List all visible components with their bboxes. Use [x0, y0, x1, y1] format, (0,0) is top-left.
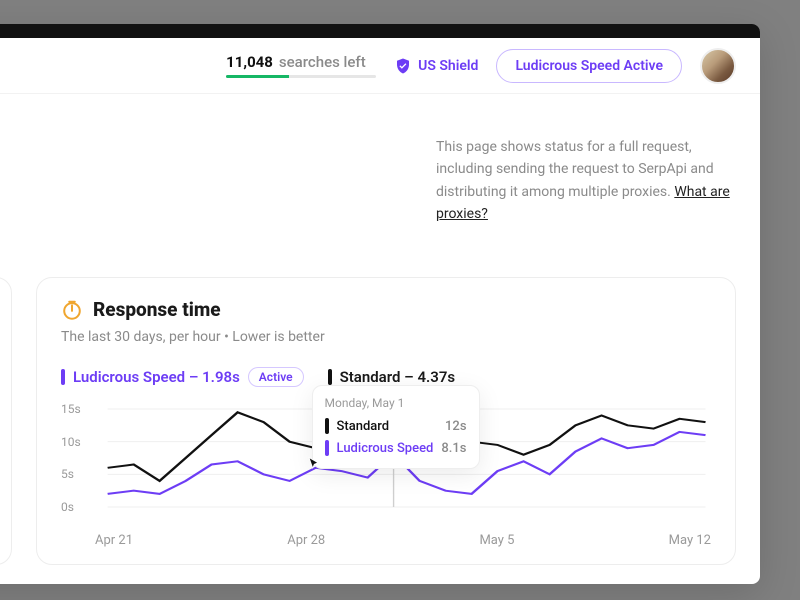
active-badge: Active [248, 367, 304, 387]
chart-tooltip: Monday, May 1 Standard12s Ludicrous Speed… [312, 385, 480, 469]
chart-y-tick: 0s [61, 500, 74, 514]
legend-mark-ludicrous [61, 369, 65, 385]
response-time-title: Response time [93, 298, 221, 321]
response-time-card: Response time The last 30 days, per hour… [36, 277, 736, 565]
chart-x-labels: Apr 21 Apr 28 May 5 May 12 [61, 533, 711, 548]
uptime-card: Operational 99.983%99.766% [0, 277, 12, 565]
page-description: This page shows status for a full reques… [436, 136, 736, 226]
tooltip-date: Monday, May 1 [325, 396, 467, 410]
chart-y-tick: 10s [61, 435, 81, 449]
searches-count: 11,048 [226, 53, 273, 71]
chart-x-tick: May 12 [669, 533, 711, 548]
legend-standard[interactable]: Standard – 4.37s [328, 368, 456, 386]
legend-mark-standard [328, 369, 332, 385]
avatar[interactable] [700, 48, 736, 84]
searches-left[interactable]: 11,048 searches left [226, 53, 376, 78]
tooltip-row: Ludicrous Speed8.1s [325, 440, 467, 456]
chart-y-tick: 15s [61, 402, 81, 416]
cursor-icon [306, 456, 324, 474]
window-titlebar [0, 24, 760, 38]
topbar: 11,048 searches left US Shield Ludicrous… [0, 38, 760, 94]
searches-progress [226, 75, 376, 78]
stopwatch-icon [61, 299, 83, 321]
tooltip-row: Standard12s [325, 418, 467, 434]
chart-y-tick: 5s [61, 467, 74, 481]
chart-x-tick: May 5 [479, 533, 514, 548]
chart-x-tick: Apr 28 [287, 533, 325, 548]
shield-check-icon [394, 57, 412, 75]
region-shield[interactable]: US Shield [394, 57, 478, 75]
response-time-legend: Ludicrous Speed – 1.98s Active Standard … [61, 367, 711, 387]
response-time-chart[interactable]: Monday, May 1 Standard12s Ludicrous Speed… [61, 399, 711, 529]
content: ogle DuckDuckGo This page shows status f… [0, 94, 760, 584]
searches-label: searches left [279, 53, 366, 71]
shield-label: US Shield [418, 58, 478, 74]
ludicrous-speed-pill[interactable]: Ludicrous Speed Active [496, 49, 682, 83]
chart-x-tick: Apr 21 [95, 533, 133, 548]
legend-ludicrous[interactable]: Ludicrous Speed – 1.98s Active [61, 367, 304, 387]
response-time-subtitle: The last 30 days, per hour • Lower is be… [61, 329, 711, 345]
